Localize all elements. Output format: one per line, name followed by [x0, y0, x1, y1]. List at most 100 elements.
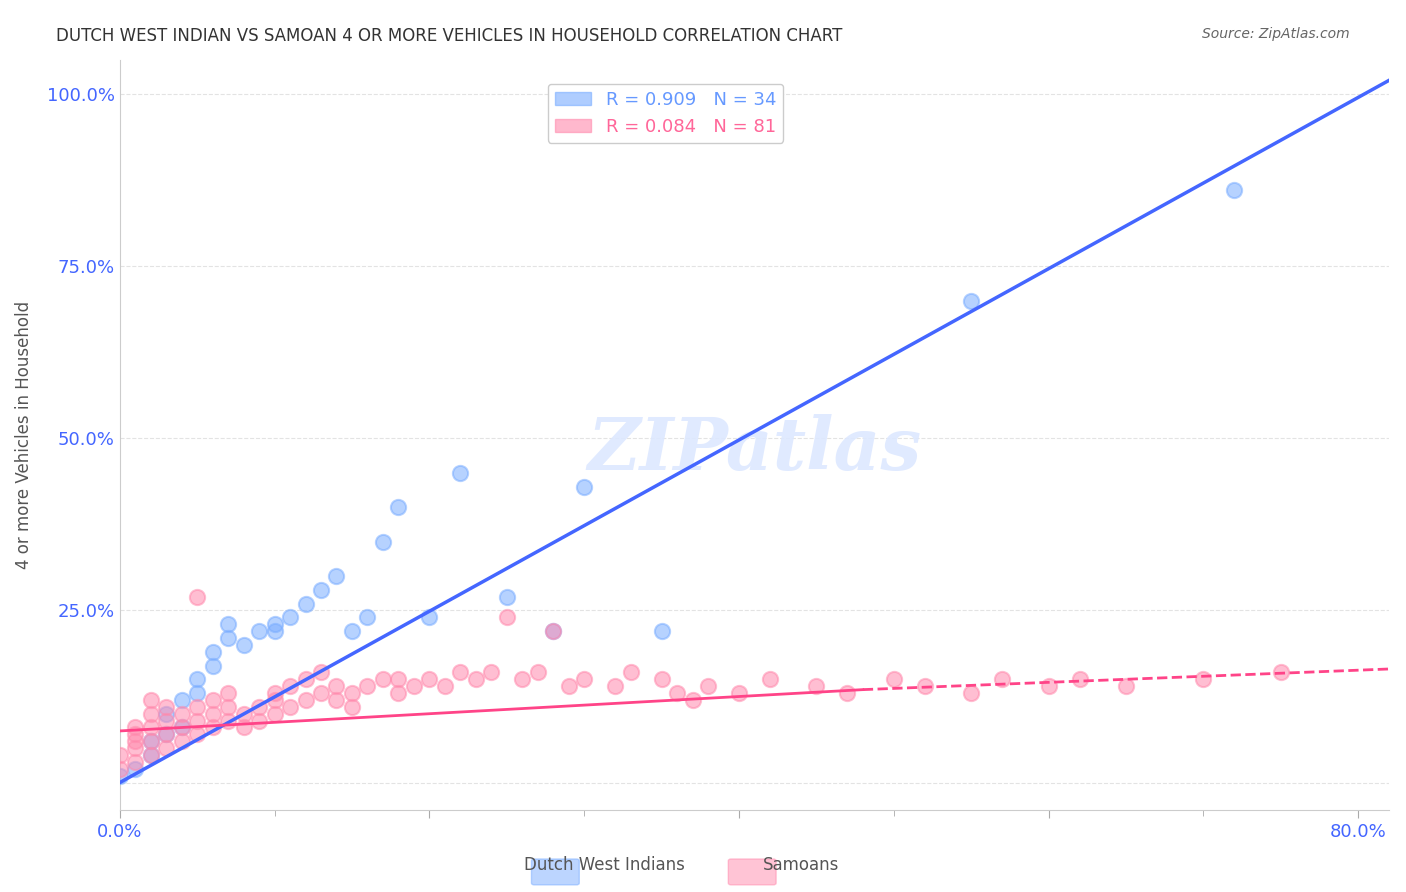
Point: [418, 673, 440, 687]
Point: [309, 582, 332, 597]
Point: [294, 597, 316, 611]
Text: Samoans: Samoans: [763, 856, 839, 874]
Point: [418, 610, 440, 624]
Point: [356, 610, 378, 624]
Point: [605, 679, 627, 693]
Point: [155, 727, 177, 741]
Point: [1115, 679, 1137, 693]
Point: [217, 699, 239, 714]
Point: [697, 679, 720, 693]
Point: [1038, 679, 1060, 693]
Point: [387, 673, 409, 687]
Point: [340, 624, 363, 639]
Point: [557, 679, 579, 693]
Point: [217, 714, 239, 728]
Point: [124, 734, 146, 748]
Text: DUTCH WEST INDIAN VS SAMOAN 4 OR MORE VEHICLES IN HOUSEHOLD CORRELATION CHART: DUTCH WEST INDIAN VS SAMOAN 4 OR MORE VE…: [56, 27, 842, 45]
Point: [278, 699, 301, 714]
Point: [247, 699, 270, 714]
Point: [294, 693, 316, 707]
Point: [526, 665, 548, 680]
Point: [263, 624, 285, 639]
Point: [263, 686, 285, 700]
Point: [170, 721, 193, 735]
Point: [139, 734, 162, 748]
Point: [356, 679, 378, 693]
Point: [620, 665, 643, 680]
Point: [201, 693, 224, 707]
Point: [960, 293, 983, 308]
Point: [170, 693, 193, 707]
Point: [806, 679, 828, 693]
Point: [155, 714, 177, 728]
Point: [186, 686, 208, 700]
Point: [325, 693, 347, 707]
Point: [124, 755, 146, 769]
Point: [495, 610, 517, 624]
Point: [449, 466, 471, 480]
Point: [201, 721, 224, 735]
Point: [186, 714, 208, 728]
Point: [510, 673, 533, 687]
Point: [232, 638, 254, 652]
Point: [232, 721, 254, 735]
Point: [449, 665, 471, 680]
Point: [294, 673, 316, 687]
Point: [433, 679, 456, 693]
Point: [263, 706, 285, 721]
Y-axis label: 4 or more Vehicles in Household: 4 or more Vehicles in Household: [15, 301, 32, 569]
Point: [155, 741, 177, 756]
Point: [124, 721, 146, 735]
Point: [682, 693, 704, 707]
Legend: R = 0.909   N = 34, R = 0.084   N = 81: R = 0.909 N = 34, R = 0.084 N = 81: [548, 84, 783, 143]
Point: [124, 727, 146, 741]
Point: [170, 734, 193, 748]
Point: [666, 686, 689, 700]
Point: [124, 741, 146, 756]
Point: [1270, 665, 1292, 680]
Point: [139, 706, 162, 721]
Point: [278, 610, 301, 624]
Point: [325, 679, 347, 693]
Point: [139, 734, 162, 748]
Point: [186, 590, 208, 604]
Point: [479, 665, 502, 680]
Point: [572, 673, 595, 687]
Point: [325, 569, 347, 583]
Point: [155, 706, 177, 721]
Point: [247, 714, 270, 728]
Point: [201, 706, 224, 721]
Point: [309, 686, 332, 700]
Point: [263, 617, 285, 632]
Point: [541, 624, 564, 639]
Point: [541, 624, 564, 639]
Text: Source: ZipAtlas.com: Source: ZipAtlas.com: [1202, 27, 1350, 41]
Point: [371, 534, 394, 549]
Point: [1069, 673, 1091, 687]
Point: [495, 590, 517, 604]
Point: [387, 500, 409, 515]
Point: [371, 673, 394, 687]
Text: ZIPatlas: ZIPatlas: [588, 415, 921, 485]
Point: [837, 686, 859, 700]
Point: [402, 679, 425, 693]
Point: [572, 479, 595, 493]
Point: [1223, 183, 1246, 197]
Point: [960, 686, 983, 700]
Point: [232, 706, 254, 721]
Point: [340, 686, 363, 700]
Point: [247, 624, 270, 639]
Point: [217, 631, 239, 645]
Point: [201, 645, 224, 659]
Point: [201, 658, 224, 673]
Point: [651, 673, 673, 687]
Point: [108, 769, 131, 783]
Point: [759, 673, 782, 687]
Point: [108, 762, 131, 776]
Point: [186, 727, 208, 741]
Point: [155, 727, 177, 741]
Point: [139, 747, 162, 762]
Point: [108, 747, 131, 762]
Point: [139, 747, 162, 762]
Point: [186, 673, 208, 687]
